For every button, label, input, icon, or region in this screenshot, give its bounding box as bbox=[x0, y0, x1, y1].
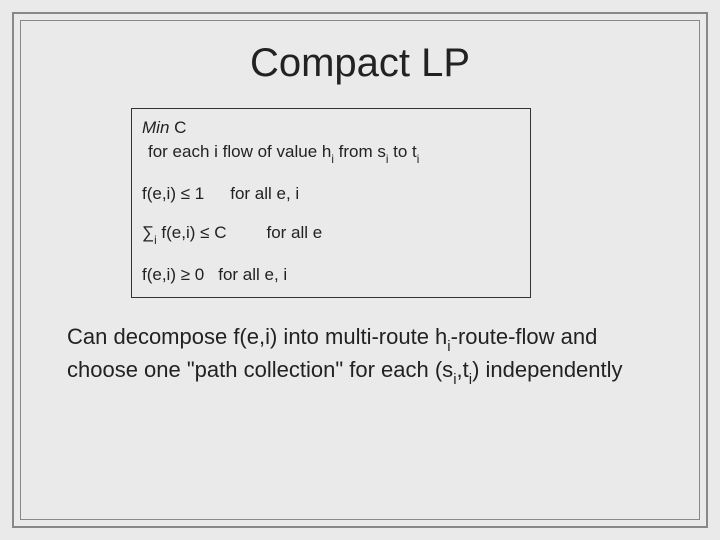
c1-rhs: for all e, i bbox=[230, 184, 299, 203]
min-variable: C bbox=[169, 118, 186, 137]
flow-text-a: for each i flow of value h bbox=[148, 142, 331, 161]
lp-objective: Min C bbox=[142, 117, 520, 140]
c3-lhs: f(e,i) bbox=[142, 265, 176, 284]
slide-title: Compact LP bbox=[59, 41, 661, 86]
lp-nonneg-constraint: f(e,i) ≥ 0 for all e, i bbox=[142, 264, 520, 287]
lp-formulation-box: Min C for each i flow of value hi from s… bbox=[131, 108, 531, 298]
min-keyword: Min bbox=[142, 118, 169, 137]
body-c: ,t bbox=[457, 357, 469, 382]
body-d: ) independently bbox=[472, 357, 622, 382]
flow-text-c: to t bbox=[388, 142, 416, 161]
body-sub-1: i bbox=[447, 338, 450, 355]
body-a: Can decompose f(e,i) into multi-route h bbox=[67, 324, 447, 349]
lp-flow-constraint: for each i flow of value hi from si to t… bbox=[142, 141, 520, 167]
c2-sum: ∑ bbox=[142, 223, 154, 242]
outer-frame: Compact LP Min C for each i flow of valu… bbox=[12, 12, 708, 528]
flow-sub-1: i bbox=[331, 154, 334, 166]
slide-body-text: Can decompose f(e,i) into multi-route hi… bbox=[67, 322, 653, 388]
c3-mid: ≥ 0 bbox=[176, 265, 204, 284]
lp-sum-constraint: ∑i f(e,i) ≤ C for all e bbox=[142, 222, 520, 248]
body-sub-2: i bbox=[453, 371, 456, 388]
c2-mid: f(e,i) ≤ C bbox=[157, 223, 227, 242]
lp-capacity-constraint: f(e,i) ≤ 1 for all e, i bbox=[142, 183, 520, 206]
c1-lhs: f(e,i) ≤ 1 bbox=[142, 184, 204, 203]
c2-rhs: for all e bbox=[266, 223, 322, 242]
body-sub-3: i bbox=[469, 371, 472, 388]
flow-sub-3: i bbox=[417, 154, 420, 166]
c2-sub: i bbox=[154, 235, 157, 247]
inner-frame: Compact LP Min C for each i flow of valu… bbox=[20, 20, 700, 520]
c3-rhs: for all e, i bbox=[218, 265, 287, 284]
flow-text-b: from s bbox=[334, 142, 386, 161]
